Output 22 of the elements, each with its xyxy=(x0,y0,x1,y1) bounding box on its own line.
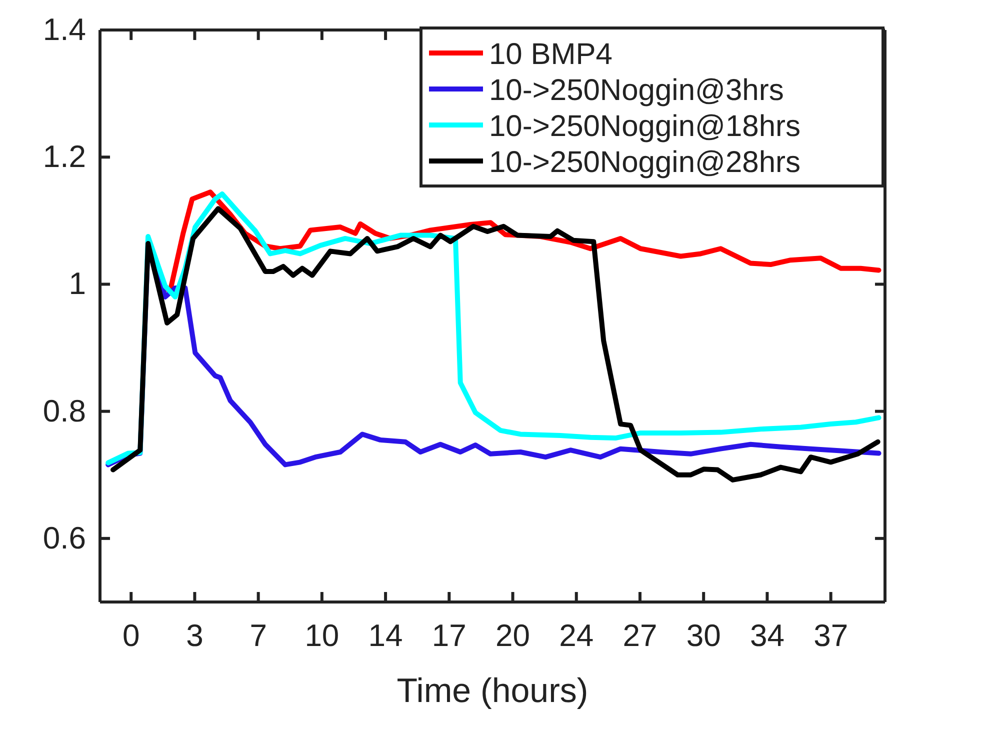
x-tick-label: 14 xyxy=(368,618,403,654)
y-tick-label: 1.2 xyxy=(42,139,86,174)
legend-label: 10->250Noggin@28hrs xyxy=(489,146,800,179)
x-tick-label: 27 xyxy=(622,618,658,654)
x-tick-label: 7 xyxy=(250,618,267,654)
y-tick-label: 1 xyxy=(68,266,86,302)
y-tick-label: 1.4 xyxy=(42,12,86,47)
x-axis-title: Time (hours) xyxy=(396,672,588,710)
x-tick-label: 0 xyxy=(122,618,140,654)
legend-label: 10->250Noggin@3hrs xyxy=(489,74,784,107)
x-tick-label: 30 xyxy=(686,618,721,654)
y-tick-label: 0.8 xyxy=(42,393,86,428)
legend-label: 10->250Noggin@18hrs xyxy=(489,110,800,143)
x-tick-label: 3 xyxy=(186,618,204,654)
y-tick-label: 0.6 xyxy=(42,520,86,556)
x-tick-label: 10 xyxy=(304,618,340,654)
x-tick-label: 37 xyxy=(814,618,848,654)
x-tick-label: 17 xyxy=(432,618,466,654)
x-tick-label: 24 xyxy=(559,618,594,654)
x-tick-label: 34 xyxy=(750,618,784,654)
legend-label: 10 BMP4 xyxy=(489,38,612,71)
x-tick-label: 20 xyxy=(496,618,530,654)
